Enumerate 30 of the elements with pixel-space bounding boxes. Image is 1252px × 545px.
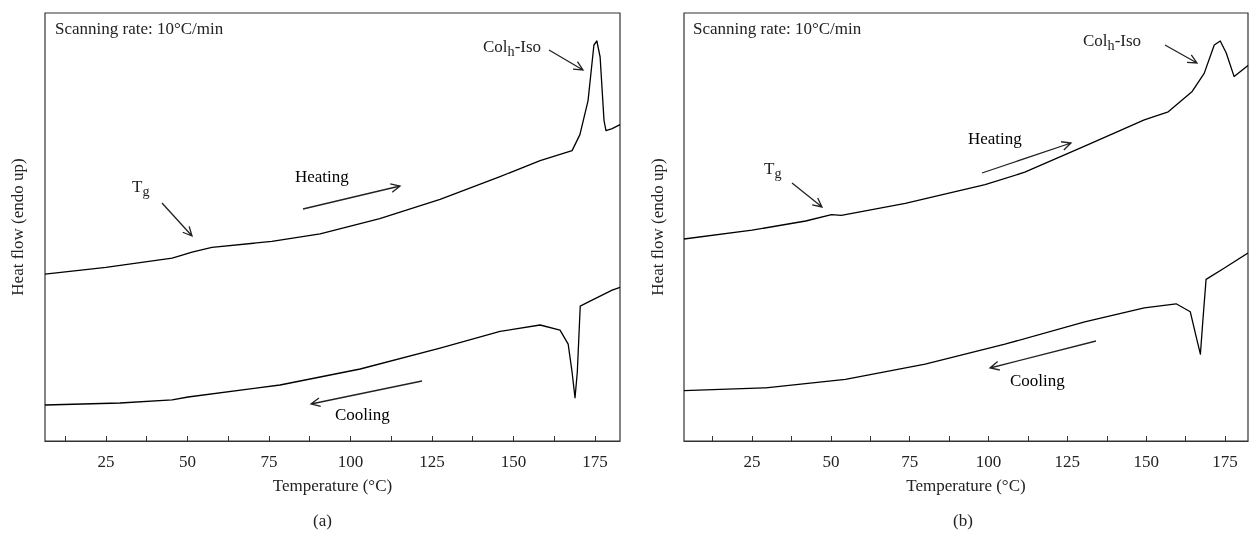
text: Heating <box>295 167 349 186</box>
x-tick-label: 50 <box>822 452 840 471</box>
annotation: Col$_{h}$-Iso <box>483 37 542 60</box>
x-tick-label: 150 <box>1133 452 1159 471</box>
text: Scanning rate: 10°C/min <box>693 19 862 38</box>
x-tick-label: 100 <box>975 452 1002 471</box>
x-tick-label: 150 <box>500 452 527 471</box>
text: (a) <box>313 511 332 530</box>
x-tick-label: 75 <box>260 452 278 471</box>
y-axis-title: Heat flow (endo up) <box>7 158 27 296</box>
x-tick-label: 50 <box>178 452 196 471</box>
x-tick-label: 125 <box>419 452 445 471</box>
text: Scanning rate: 10°C/min <box>55 19 224 38</box>
series-label: Heating <box>968 129 1022 148</box>
annotation: Col$_{h}$-Iso <box>1083 31 1142 54</box>
series-label: Cooling <box>335 405 390 424</box>
x-tick-label: 25 <box>97 452 115 471</box>
x-axis-title: Temperature (°C) <box>271 476 394 495</box>
x-tick-label: 175 <box>1212 452 1238 471</box>
x-tick-label: 25 <box>743 452 761 471</box>
series-label: Cooling <box>1010 371 1065 390</box>
x-tick-label: 100 <box>337 452 364 471</box>
annotation: T$_{g}$ <box>132 177 150 200</box>
x-tick-label: 175 <box>582 452 608 471</box>
annotation: T$_{g}$ <box>764 159 782 182</box>
x-tick-label: 75 <box>901 452 919 471</box>
y-axis-title: Heat flow (endo up) <box>647 158 667 296</box>
x-axis-title: Temperature (°C) <box>905 476 1027 495</box>
text: (b) <box>953 511 973 530</box>
x-tick-label: 125 <box>1054 452 1081 471</box>
